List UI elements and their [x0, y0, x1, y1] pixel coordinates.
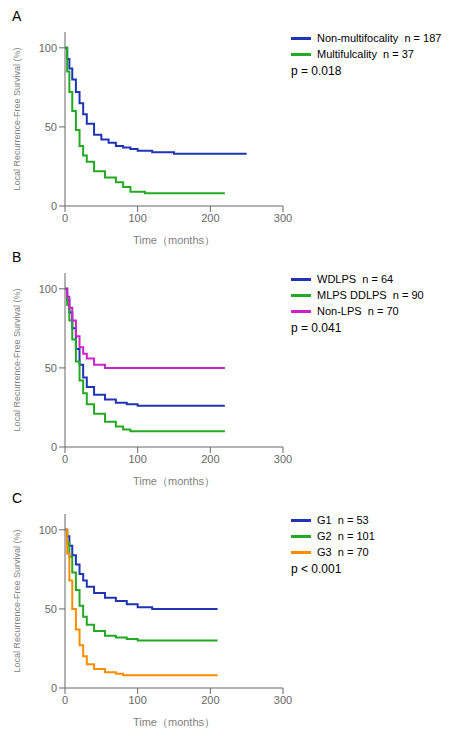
svg-text:Local Recurrence-Free Survival: Local Recurrence-Free Survival (%) — [12, 529, 22, 672]
svg-text:100: 100 — [39, 42, 57, 54]
svg-text:0: 0 — [62, 212, 68, 224]
svg-text:300: 300 — [274, 212, 292, 224]
html-text:p = 0.018: p = 0.018 — [291, 64, 342, 78]
html-text:G1 n = 53: G1 n = 53 — [317, 514, 369, 526]
svg-text:0: 0 — [51, 200, 57, 212]
svg-text:Time（months）: Time（months） — [133, 475, 215, 487]
html-text:Non-multifocality n = 187: Non-multifocality n = 187 — [317, 32, 442, 44]
svg-text:100: 100 — [39, 524, 57, 536]
html-text:MLPS DDLPS n = 90: MLPS DDLPS n = 90 — [317, 289, 424, 301]
svg-text:50: 50 — [45, 603, 57, 615]
html-text:G3 n = 70: G3 n = 70 — [317, 546, 369, 558]
html-text:WDLPS n = 64: WDLPS n = 64 — [317, 273, 394, 285]
svg-text:0: 0 — [51, 441, 57, 453]
svg-text:50: 50 — [45, 362, 57, 374]
html-text:Non-LPS n = 70: Non-LPS n = 70 — [317, 305, 399, 317]
svg-text:Time（months）: Time（months） — [133, 234, 215, 246]
svg-text:Local Recurrence-Free Survival: Local Recurrence-Free Survival (%) — [12, 288, 22, 431]
html-text:C: C — [12, 490, 23, 506]
html-text:A: A — [12, 8, 22, 24]
svg-text:200: 200 — [201, 694, 219, 706]
svg-text:100: 100 — [128, 212, 146, 224]
svg-text:Time（months）: Time（months） — [133, 716, 215, 728]
svg-text:0: 0 — [62, 453, 68, 465]
html-text:B: B — [12, 249, 22, 265]
svg-text:300: 300 — [274, 453, 292, 465]
html-text:p < 0.001: p < 0.001 — [291, 562, 342, 576]
html-text:p = 0.041: p = 0.041 — [291, 321, 342, 335]
svg-text:0: 0 — [62, 694, 68, 706]
svg-text:300: 300 — [274, 694, 292, 706]
svg-text:0: 0 — [51, 682, 57, 694]
svg-text:100: 100 — [39, 283, 57, 295]
html-text:G2 n = 101: G2 n = 101 — [317, 530, 375, 542]
svg-text:100: 100 — [128, 453, 146, 465]
svg-text:Local Recurrence-Free Survival: Local Recurrence-Free Survival (%) — [12, 47, 22, 190]
svg-text:200: 200 — [201, 212, 219, 224]
svg-text:200: 200 — [201, 453, 219, 465]
svg-text:50: 50 — [45, 121, 57, 133]
svg-text:100: 100 — [128, 694, 146, 706]
html-text:Multifulcality n = 37: Multifulcality n = 37 — [317, 48, 414, 60]
